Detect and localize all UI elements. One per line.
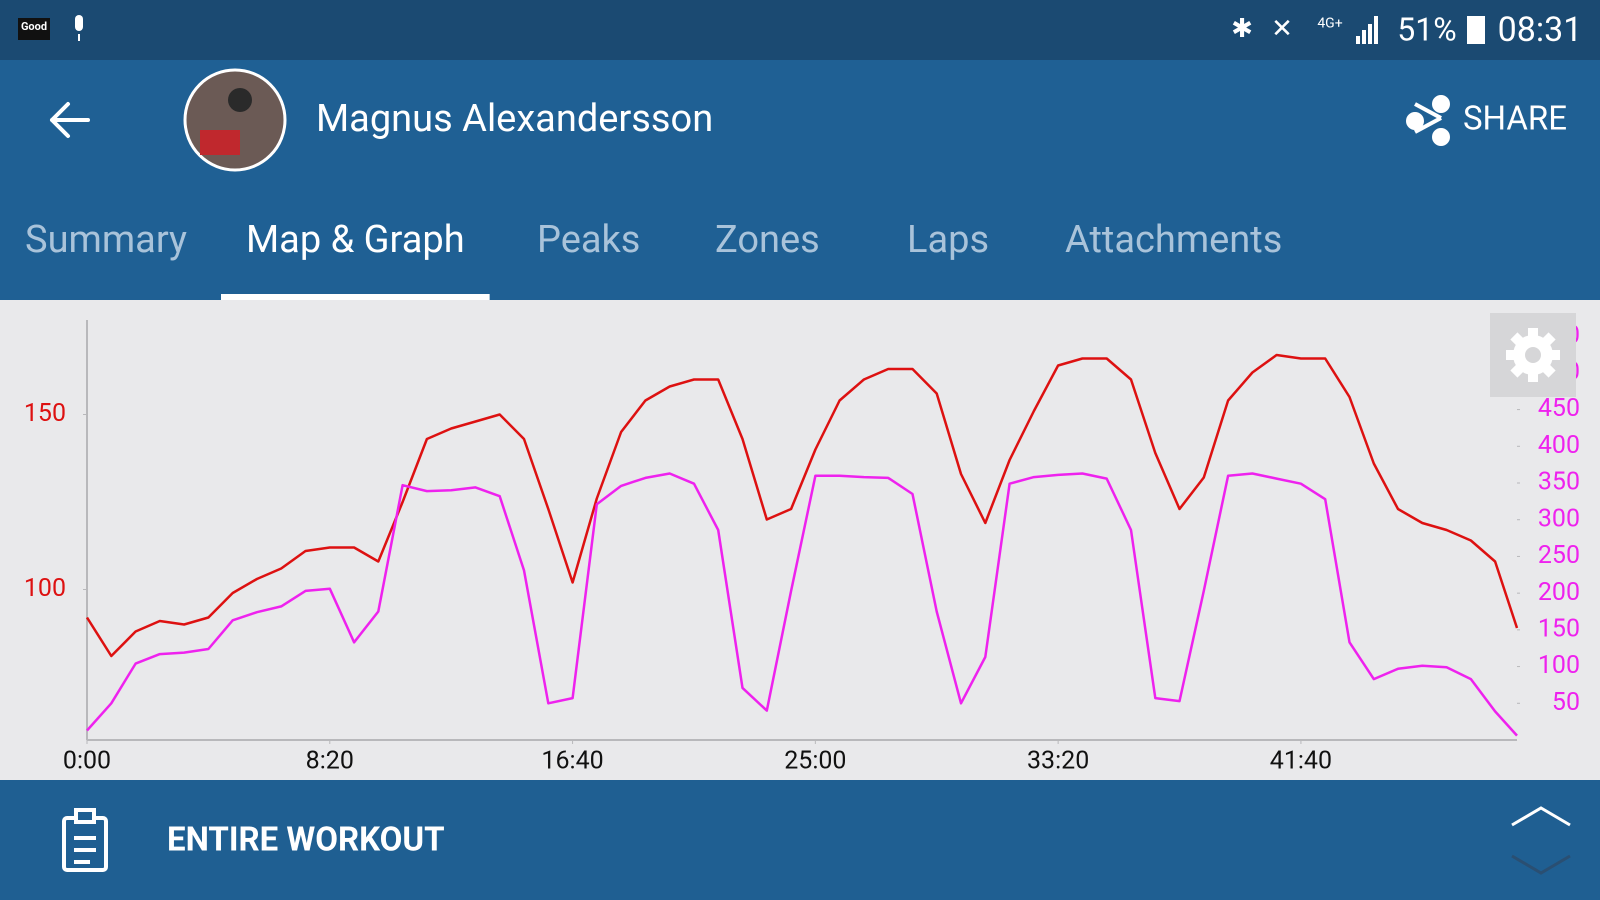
y2-tick-label: 200: [1538, 578, 1580, 607]
tab[interactable]: Laps: [907, 218, 989, 262]
mic-icon: [75, 15, 83, 41]
y2-tick-label: 300: [1538, 504, 1580, 533]
series-line: [86, 472, 1518, 737]
tab[interactable]: Map & Graph: [246, 218, 465, 262]
status-bar: [0, 0, 1600, 60]
bluetooth-icon: ✱: [1231, 14, 1253, 44]
mute-icon: ✕: [1271, 14, 1293, 44]
expand-toggle[interactable]: [1511, 806, 1571, 875]
y-tick-label: 100: [24, 574, 66, 603]
settings-icon: [1506, 328, 1560, 382]
y2-tick-label: 400: [1538, 431, 1580, 460]
y2-tick-label: 450: [1538, 394, 1580, 423]
status-badge: Good: [21, 20, 47, 33]
tab[interactable]: Attachments: [1065, 218, 1282, 262]
x-tick-label: 33:20: [1027, 747, 1089, 776]
y2-tick-label: 150: [1538, 614, 1580, 643]
signal-icon: [1356, 16, 1378, 44]
tab[interactable]: Peaks: [537, 218, 640, 262]
x-tick-label: 25:00: [784, 747, 846, 776]
tab[interactable]: Zones: [715, 218, 820, 262]
y2-tick-label: 350: [1538, 468, 1580, 497]
chart-area: [0, 300, 1600, 780]
badge-box: [18, 18, 50, 40]
x-tick-label: 16:40: [541, 747, 603, 776]
battery-icon: [1467, 16, 1485, 44]
y2-tick-label: 50: [1552, 688, 1580, 717]
y2-tick-label: 100: [1538, 651, 1580, 680]
athlete-name: Magnus Alexandersson: [316, 97, 713, 141]
share-button[interactable]: SHARE: [1463, 100, 1567, 139]
avatar-detail: [200, 130, 240, 155]
y-tick-label: 150: [24, 399, 66, 428]
clock: 08:31: [1498, 10, 1583, 50]
series-line: [85, 353, 1519, 658]
tab-indicator: [221, 294, 490, 300]
back-button[interactable]: [50, 102, 90, 138]
x-tick-label: 0:00: [63, 747, 111, 776]
share-icon[interactable]: [1406, 95, 1450, 146]
battery-percent: 51%: [1397, 10, 1456, 48]
y2-tick-label: 250: [1538, 541, 1580, 570]
x-tick-label: 41:40: [1270, 747, 1332, 776]
tab[interactable]: Summary: [25, 218, 187, 262]
range-selector[interactable]: ENTIRE WORKOUT: [167, 821, 445, 860]
network-type: 4G+: [1317, 16, 1342, 32]
bottom-bar: [0, 780, 1600, 900]
clipboard-icon: [62, 808, 108, 872]
avatar-detail: [228, 88, 252, 112]
x-tick-label: 8:20: [306, 747, 354, 776]
